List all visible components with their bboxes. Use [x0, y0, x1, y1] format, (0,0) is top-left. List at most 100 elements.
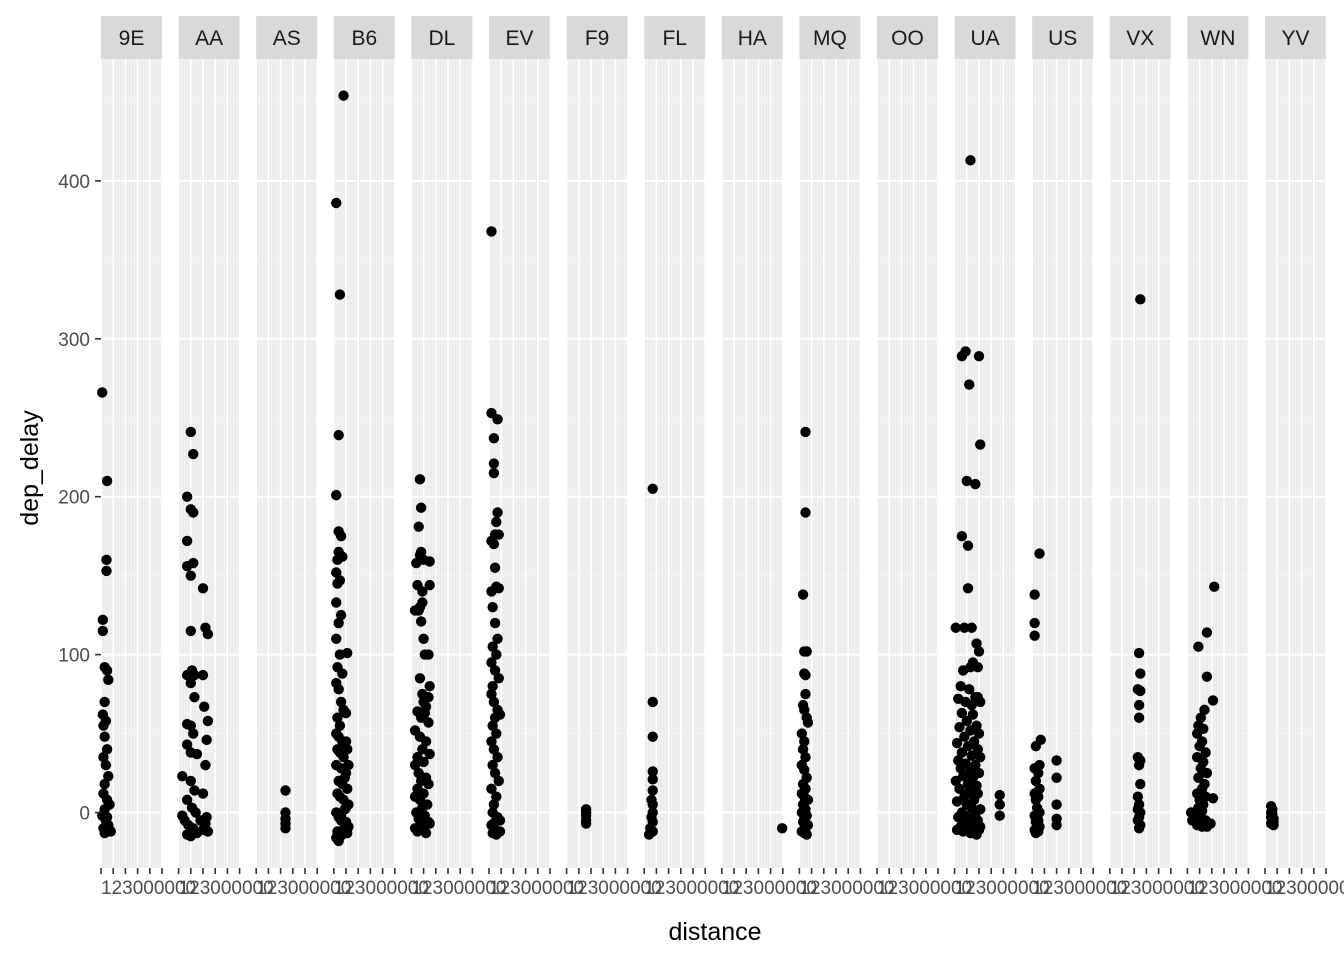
x-tick-label: 123000000: [644, 878, 739, 899]
data-point: [424, 579, 435, 591]
x-tick-label: 123000000: [256, 878, 351, 899]
data-point: [491, 728, 502, 739]
data-point: [200, 818, 211, 829]
data-point: [414, 821, 426, 832]
data-point: [994, 810, 1005, 821]
data-point: [331, 832, 342, 843]
data-point: [486, 226, 497, 237]
data-point: [800, 669, 811, 681]
data-point: [954, 722, 965, 733]
data-point: [956, 747, 968, 758]
data-point: [423, 649, 434, 660]
data-point: [280, 823, 291, 834]
data-point: [800, 426, 811, 438]
data-point: [1207, 695, 1219, 706]
x-tick-label: 123000000: [1110, 878, 1205, 899]
data-point: [98, 752, 109, 763]
data-point: [333, 429, 344, 441]
data-point: [488, 744, 500, 755]
data-point: [1193, 641, 1204, 652]
data-point: [424, 818, 435, 829]
data-point: [1133, 759, 1145, 771]
data-point: [197, 669, 209, 681]
data-point: [190, 807, 201, 818]
data-point: [489, 712, 501, 723]
data-point: [1135, 778, 1146, 790]
data-point: [965, 155, 976, 166]
data-point: [418, 756, 429, 768]
facet-strip: [1187, 16, 1249, 59]
data-point: [488, 467, 500, 479]
data-point: [185, 625, 196, 637]
data-point: [799, 704, 810, 716]
data-point: [489, 617, 501, 629]
data-point: [971, 829, 982, 840]
data-point: [950, 622, 962, 633]
facet-strip: [1032, 16, 1094, 59]
data-point: [1135, 294, 1146, 305]
data-point: [801, 829, 812, 840]
data-point: [962, 778, 974, 790]
data-point: [424, 748, 435, 760]
data-point: [333, 684, 344, 695]
data-point: [647, 826, 658, 837]
data-point: [334, 720, 346, 731]
facet-strip-label: OO: [891, 27, 924, 50]
data-point: [333, 546, 344, 558]
data-point: [796, 728, 808, 739]
data-point: [487, 641, 498, 652]
data-point: [415, 502, 427, 513]
x-tick-label: 123000000: [411, 878, 506, 899]
facet-strip-label: AS: [273, 27, 301, 50]
data-point: [177, 810, 188, 821]
y-tick-label: 400: [58, 172, 90, 193]
data-point: [1029, 589, 1040, 600]
data-point: [97, 387, 108, 398]
data-point: [202, 715, 214, 727]
facet-strip-label: EV: [505, 27, 533, 50]
data-point: [959, 731, 970, 742]
data-point: [413, 521, 424, 532]
data-point: [492, 752, 503, 763]
data-point: [1132, 791, 1144, 802]
x-tick-label: 123000000: [489, 878, 584, 899]
data-point: [331, 489, 342, 501]
facet-panel-oo: OO 123000000: [876, 16, 972, 899]
data-point: [189, 692, 200, 703]
data-point: [181, 739, 193, 750]
y-axis-title: dep_delay: [16, 410, 44, 526]
data-point: [189, 785, 200, 796]
data-point: [338, 752, 349, 763]
data-point: [185, 426, 196, 438]
data-point: [334, 289, 346, 300]
data-point: [1133, 712, 1145, 723]
data-point: [951, 824, 963, 836]
data-point: [975, 696, 986, 708]
data-point: [960, 810, 971, 821]
facet-strip-label: WN: [1200, 27, 1235, 50]
data-point: [415, 616, 427, 627]
data-point: [331, 197, 342, 209]
data-point: [101, 475, 113, 487]
data-point: [950, 775, 962, 787]
data-point: [199, 701, 210, 712]
data-point: [332, 554, 343, 566]
data-point: [647, 774, 658, 785]
data-point: [647, 799, 658, 810]
data-point: [99, 696, 110, 708]
data-point: [1030, 794, 1042, 806]
facet-strip: [799, 16, 861, 59]
data-point: [191, 827, 203, 839]
data-point: [1201, 627, 1213, 638]
data-point: [1051, 755, 1062, 766]
facet-strip: [877, 16, 938, 59]
data-point: [973, 728, 985, 739]
data-point: [961, 715, 972, 727]
data-point: [188, 557, 199, 569]
data-point: [961, 475, 972, 487]
data-point: [1207, 793, 1219, 804]
facet-strip-label: DL: [428, 27, 455, 50]
data-point: [197, 583, 209, 594]
data-point: [1033, 767, 1044, 779]
